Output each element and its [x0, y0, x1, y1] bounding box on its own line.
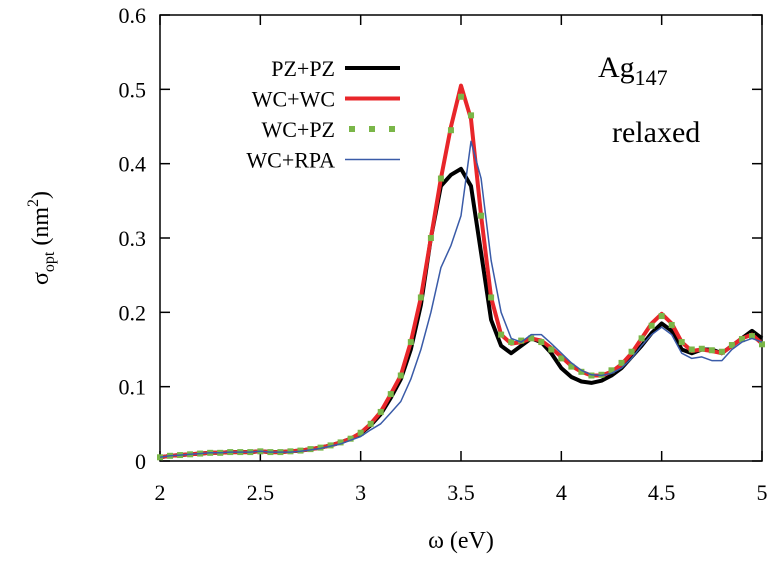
point [718, 348, 725, 355]
x-tick-label: 3 [355, 480, 366, 505]
point [688, 346, 695, 353]
point [678, 339, 685, 346]
point [628, 348, 635, 355]
point [548, 346, 555, 353]
point [728, 342, 735, 349]
point [498, 331, 505, 338]
y-tick-label: 0.1 [119, 375, 147, 400]
annotation: Ag147 [598, 51, 668, 90]
y-tick-label: 0.4 [119, 152, 147, 177]
point [488, 294, 495, 301]
point [508, 339, 515, 346]
point [578, 368, 585, 375]
point [347, 435, 354, 442]
point [618, 359, 625, 366]
point [437, 175, 444, 182]
point [307, 446, 314, 453]
point [397, 372, 404, 379]
annotation: relaxed [612, 116, 700, 149]
point [538, 339, 545, 346]
point [759, 341, 765, 348]
point [608, 367, 615, 374]
point [648, 322, 655, 329]
legend-swatch [369, 126, 375, 132]
point [698, 345, 705, 352]
point [427, 235, 434, 241]
point [407, 339, 414, 346]
point [287, 448, 294, 455]
plot-frame [159, 14, 763, 462]
point [638, 335, 645, 342]
point [528, 335, 535, 342]
point [337, 439, 344, 446]
x-axis-label: ω (eV) [428, 528, 494, 554]
y-tick-label: 0 [135, 449, 146, 474]
point [708, 347, 715, 354]
point [668, 321, 675, 328]
legend-swatch [349, 126, 355, 132]
x-tick-label: 5 [757, 480, 768, 505]
point [748, 333, 755, 340]
x-tick-label: 2.5 [247, 480, 275, 505]
legend-label: WC+PZ [261, 117, 335, 142]
point [658, 313, 665, 320]
x-tick-label: 2 [155, 480, 166, 505]
y-tick-label: 0.2 [119, 300, 147, 325]
point [518, 337, 525, 344]
point [468, 112, 475, 119]
legend-label: PZ+PZ [271, 56, 335, 81]
point [458, 93, 464, 100]
point [447, 127, 454, 134]
point [558, 355, 565, 362]
legend-label: WC+RPA [246, 148, 335, 173]
point [377, 408, 384, 415]
point [738, 336, 745, 343]
series-line [159, 140, 763, 459]
point [367, 420, 374, 427]
point [357, 429, 364, 436]
x-tick-label: 4.5 [648, 480, 676, 505]
point [478, 212, 485, 219]
y-tick-label: 0.3 [119, 226, 147, 251]
y-axis-label: σopt (nm2) [25, 191, 58, 285]
point [417, 294, 424, 301]
y-tick-label: 0.5 [119, 77, 147, 102]
legend-label: WC+WC [252, 87, 335, 112]
x-tick-label: 4 [556, 480, 567, 505]
y-tick-label: 0.6 [119, 3, 147, 28]
point [317, 444, 324, 451]
point [387, 391, 394, 398]
legend-swatch [389, 126, 395, 132]
point [568, 363, 575, 370]
x-tick-label: 3.5 [447, 480, 475, 505]
